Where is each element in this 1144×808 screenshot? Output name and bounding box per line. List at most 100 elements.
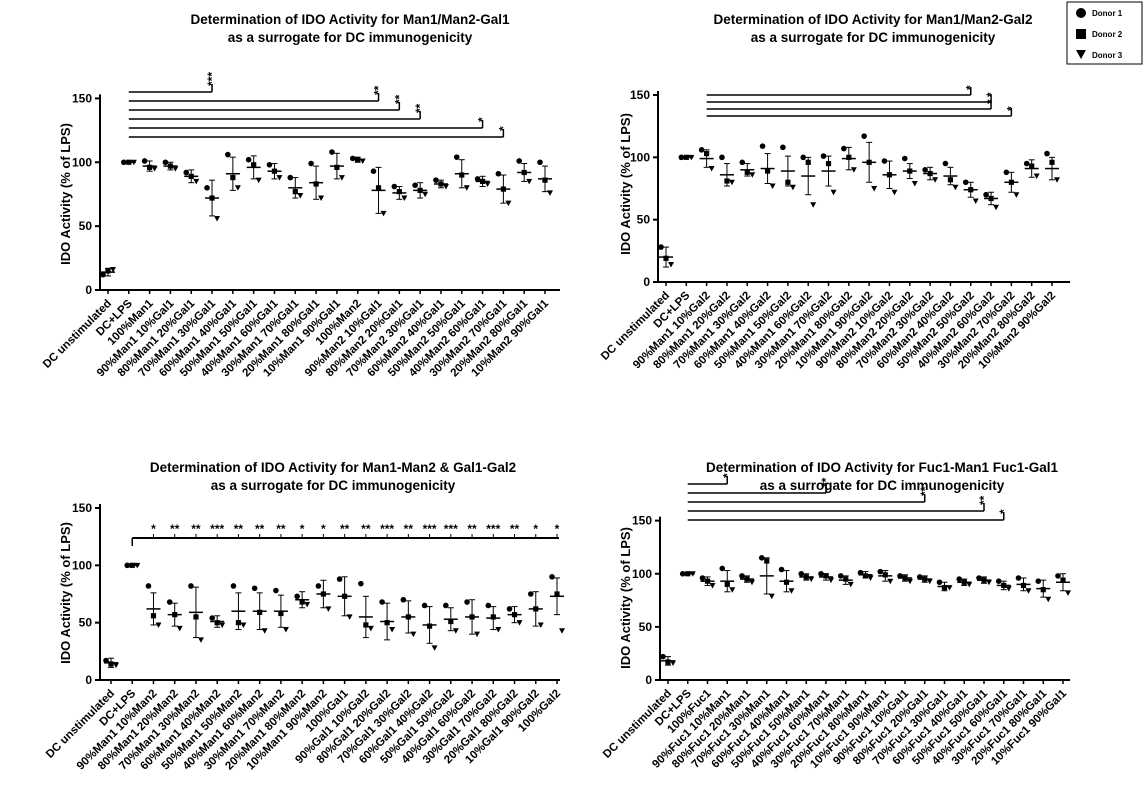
point-donor-2 [313, 181, 319, 187]
point-donor-1 [922, 167, 928, 173]
point-donor-1 [658, 244, 664, 250]
significance-label: ** [372, 85, 386, 95]
point-donor-3 [907, 578, 913, 585]
point-donor-3 [559, 628, 565, 634]
point-donor-2 [479, 178, 486, 185]
point-donor-3 [176, 625, 183, 632]
point-donor-1 [124, 562, 131, 569]
significance-label: *** [444, 522, 458, 536]
panel-man1-man2-gal1-gal2: Determination of IDO Activity for Man1-M… [58, 460, 516, 664]
y-tick-label: 100 [72, 558, 92, 572]
point-donor-1 [983, 191, 989, 198]
point-donor-1 [225, 151, 231, 158]
point-donor-1 [443, 602, 449, 609]
point-donor-2 [886, 172, 893, 178]
point-donor-2 [193, 614, 199, 620]
point-donor-2 [459, 172, 465, 178]
point-donor-2 [448, 618, 454, 625]
point-donor-3 [172, 166, 179, 172]
significance-label: * [984, 92, 998, 97]
significance-label: ** [392, 94, 406, 104]
point-donor-1 [956, 576, 963, 582]
point-donor-2 [490, 614, 496, 620]
point-donor-1 [881, 158, 888, 164]
y-tick-label: 150 [72, 91, 92, 105]
point-donor-2 [843, 576, 849, 582]
point-donor-2 [278, 610, 284, 617]
point-donor-2 [375, 185, 382, 191]
point-donor-2 [363, 622, 369, 628]
point-donor-3 [130, 159, 137, 166]
point-donor-1 [329, 149, 335, 155]
panel-1-title: Determination of IDO Activity for Man1/M… [190, 12, 510, 27]
point-donor-3 [911, 181, 918, 187]
point-donor-1 [287, 174, 294, 181]
point-donor-2 [907, 168, 913, 174]
panel-2-title: Determination of IDO Activity for Man1/M… [713, 12, 1032, 27]
point-donor-2 [426, 623, 433, 629]
point-donor-2 [172, 612, 178, 618]
panel-2-subtitle: as a surrogate for DC immunogenicity [751, 30, 996, 45]
point-donor-2 [825, 160, 832, 167]
point-donor-3 [526, 178, 533, 185]
point-donor-2 [533, 606, 539, 612]
point-donor-3 [1033, 173, 1040, 180]
point-donor-2 [764, 558, 770, 564]
point-donor-2 [947, 177, 954, 183]
point-donor-3 [728, 179, 735, 186]
significance-label: *** [486, 522, 500, 536]
point-donor-2 [1020, 582, 1027, 589]
point-donor-3 [389, 627, 396, 633]
point-donor-3 [505, 200, 512, 207]
point-donor-1 [516, 158, 522, 164]
point-donor-3 [729, 587, 736, 593]
point-donor-3 [410, 631, 417, 638]
point-donor-2 [396, 189, 402, 195]
point-donor-2 [405, 614, 411, 620]
point-donor-2 [724, 581, 730, 587]
panel-1-subtitle: as a surrogate for DC immunogenicity [228, 30, 473, 45]
point-donor-2 [981, 577, 987, 583]
point-donor-2 [511, 612, 518, 618]
legend-label-donor-3: Donor 3 [1092, 51, 1123, 60]
point-donor-1 [759, 143, 766, 149]
point-donor-3 [484, 181, 491, 187]
point-donor-1 [145, 583, 152, 589]
point-donor-3 [808, 576, 815, 583]
point-donor-2 [167, 163, 174, 169]
point-donor-3 [380, 210, 387, 217]
point-donor-1 [976, 575, 982, 581]
y-tick-label: 50 [639, 620, 653, 634]
point-donor-1 [251, 585, 258, 592]
point-donor-3 [297, 192, 304, 199]
point-donor-1 [1023, 160, 1030, 167]
point-donor-3 [749, 579, 755, 586]
point-donor-3 [110, 267, 116, 273]
panel-3-y-axis-label: IDO Activity (% of LPS) [58, 522, 73, 664]
panel-1-y-axis-label: IDO Activity (% of LPS) [58, 123, 73, 265]
point-donor-1 [209, 615, 215, 621]
significance-label: *** [205, 72, 219, 86]
y-tick-label: 100 [72, 155, 92, 169]
significance-label: * [984, 99, 998, 104]
point-donor-2 [783, 579, 790, 585]
point-donor-1 [421, 602, 428, 609]
y-tick-label: 0 [85, 673, 92, 687]
panel-4-subtitle: as a surrogate for DC immunogenicity [760, 478, 1005, 493]
point-donor-3 [1005, 586, 1012, 592]
point-donor-1 [121, 159, 127, 166]
point-donor-3 [847, 581, 854, 588]
point-donor-2 [941, 584, 948, 591]
point-donor-1 [758, 555, 765, 561]
point-donor-1 [837, 573, 844, 579]
point-donor-3 [688, 154, 695, 161]
point-donor-1 [699, 575, 706, 581]
point-donor-3 [442, 184, 449, 190]
point-donor-1 [698, 147, 705, 153]
point-donor-3 [359, 158, 366, 164]
point-donor-1 [916, 574, 923, 580]
point-donor-3 [367, 625, 374, 632]
legend-marker-donor-2 [1076, 29, 1086, 39]
